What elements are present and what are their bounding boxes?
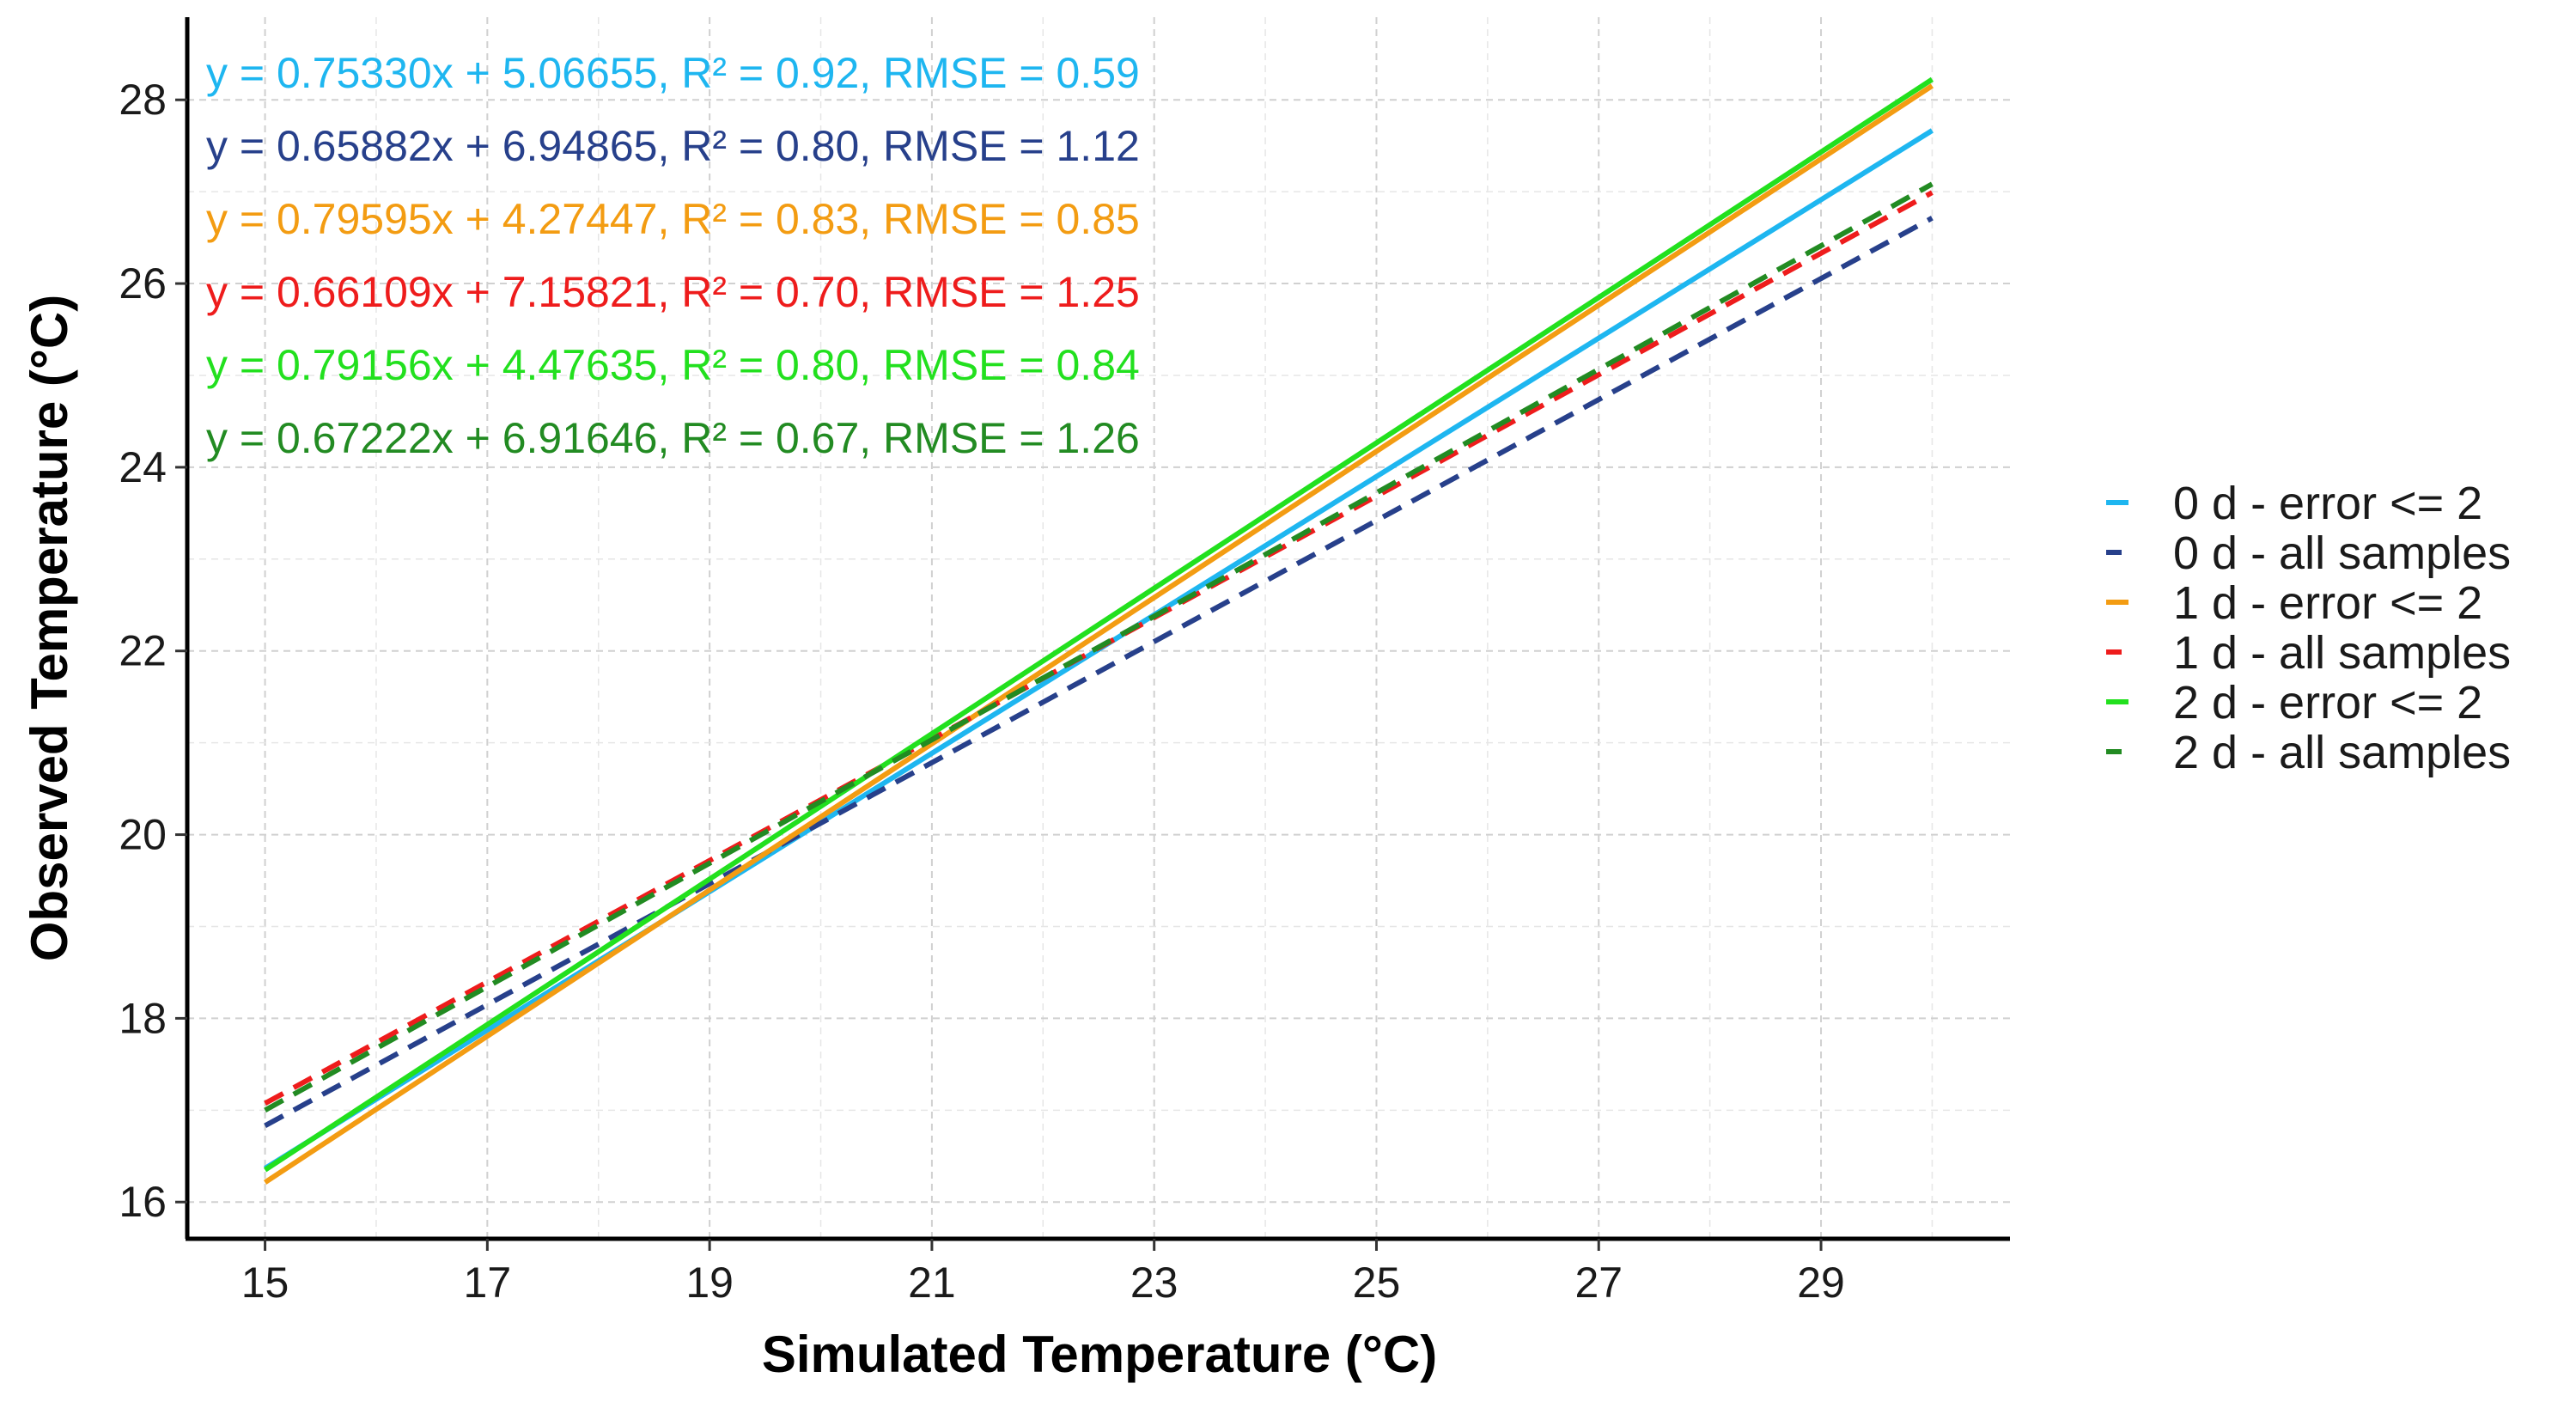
legend-label-1: 0 d - error <= 2 bbox=[2173, 478, 2482, 529]
y-tick-label: 16 bbox=[119, 1178, 167, 1226]
equation-annotations: y = 0.75330x + 5.06655, R² = 0.92, RMSE … bbox=[206, 49, 1140, 462]
axis-ticks: 15 17 19 21 23 25 27 29 16 18 20 22 24 26 28 bbox=[119, 76, 1844, 1307]
y-tick-label: 18 bbox=[119, 994, 167, 1042]
x-tick-label: 25 bbox=[1353, 1259, 1401, 1307]
series-line-2 bbox=[264, 216, 1934, 1129]
equation-label-3: y = 0.79595x + 4.27447, R² = 0.83, RMSE … bbox=[206, 195, 1140, 243]
legend-label-5: 2 d - error <= 2 bbox=[2173, 677, 2482, 728]
legend-label-4: 1 d - all samples bbox=[2173, 627, 2511, 679]
grid bbox=[187, 17, 2010, 1239]
legend-label-2: 0 d - all samples bbox=[2173, 527, 2511, 579]
y-tick-label: 24 bbox=[119, 443, 167, 491]
y-axis-title: Observed Temperature (°C) bbox=[21, 295, 78, 961]
x-axis-title: Simulated Temperature (°C) bbox=[762, 1326, 1437, 1383]
series-line-6 bbox=[264, 181, 1934, 1112]
equation-label-2: y = 0.65882x + 6.94865, R² = 0.80, RMSE … bbox=[206, 122, 1140, 170]
equation-label-5: y = 0.79156x + 4.47635, R² = 0.80, RMSE … bbox=[206, 341, 1140, 389]
x-tick-label: 21 bbox=[908, 1259, 956, 1307]
x-tick-label: 27 bbox=[1574, 1259, 1623, 1307]
x-tick-label: 29 bbox=[1797, 1259, 1845, 1307]
equation-label-6: y = 0.67222x + 6.91646, R² = 0.67, RMSE … bbox=[206, 414, 1140, 462]
axes bbox=[185, 17, 2010, 1241]
legend-label-6: 2 d - all samples bbox=[2173, 727, 2511, 778]
series-line-5 bbox=[263, 76, 1934, 1173]
x-tick-label: 19 bbox=[685, 1259, 734, 1307]
y-tick-label: 26 bbox=[119, 259, 167, 308]
series-line-3 bbox=[263, 83, 1934, 1185]
x-tick-label: 15 bbox=[241, 1259, 289, 1307]
y-tick-label: 20 bbox=[119, 811, 167, 859]
x-tick-label: 23 bbox=[1130, 1259, 1178, 1307]
equation-label-4: y = 0.66109x + 7.15821, R² = 0.70, RMSE … bbox=[206, 268, 1140, 316]
equation-label-1: y = 0.75330x + 5.06655, R² = 0.92, RMSE … bbox=[206, 49, 1140, 97]
y-tick-label: 22 bbox=[119, 627, 167, 675]
regression-lines bbox=[263, 76, 1934, 1185]
y-tick-label: 28 bbox=[119, 76, 167, 124]
legend-label-3: 1 d - error <= 2 bbox=[2173, 577, 2482, 629]
x-tick-label: 17 bbox=[464, 1259, 512, 1307]
